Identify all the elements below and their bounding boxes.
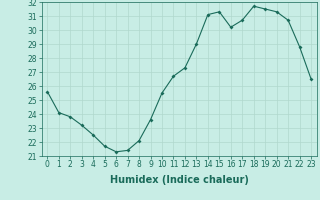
- X-axis label: Humidex (Indice chaleur): Humidex (Indice chaleur): [110, 175, 249, 185]
